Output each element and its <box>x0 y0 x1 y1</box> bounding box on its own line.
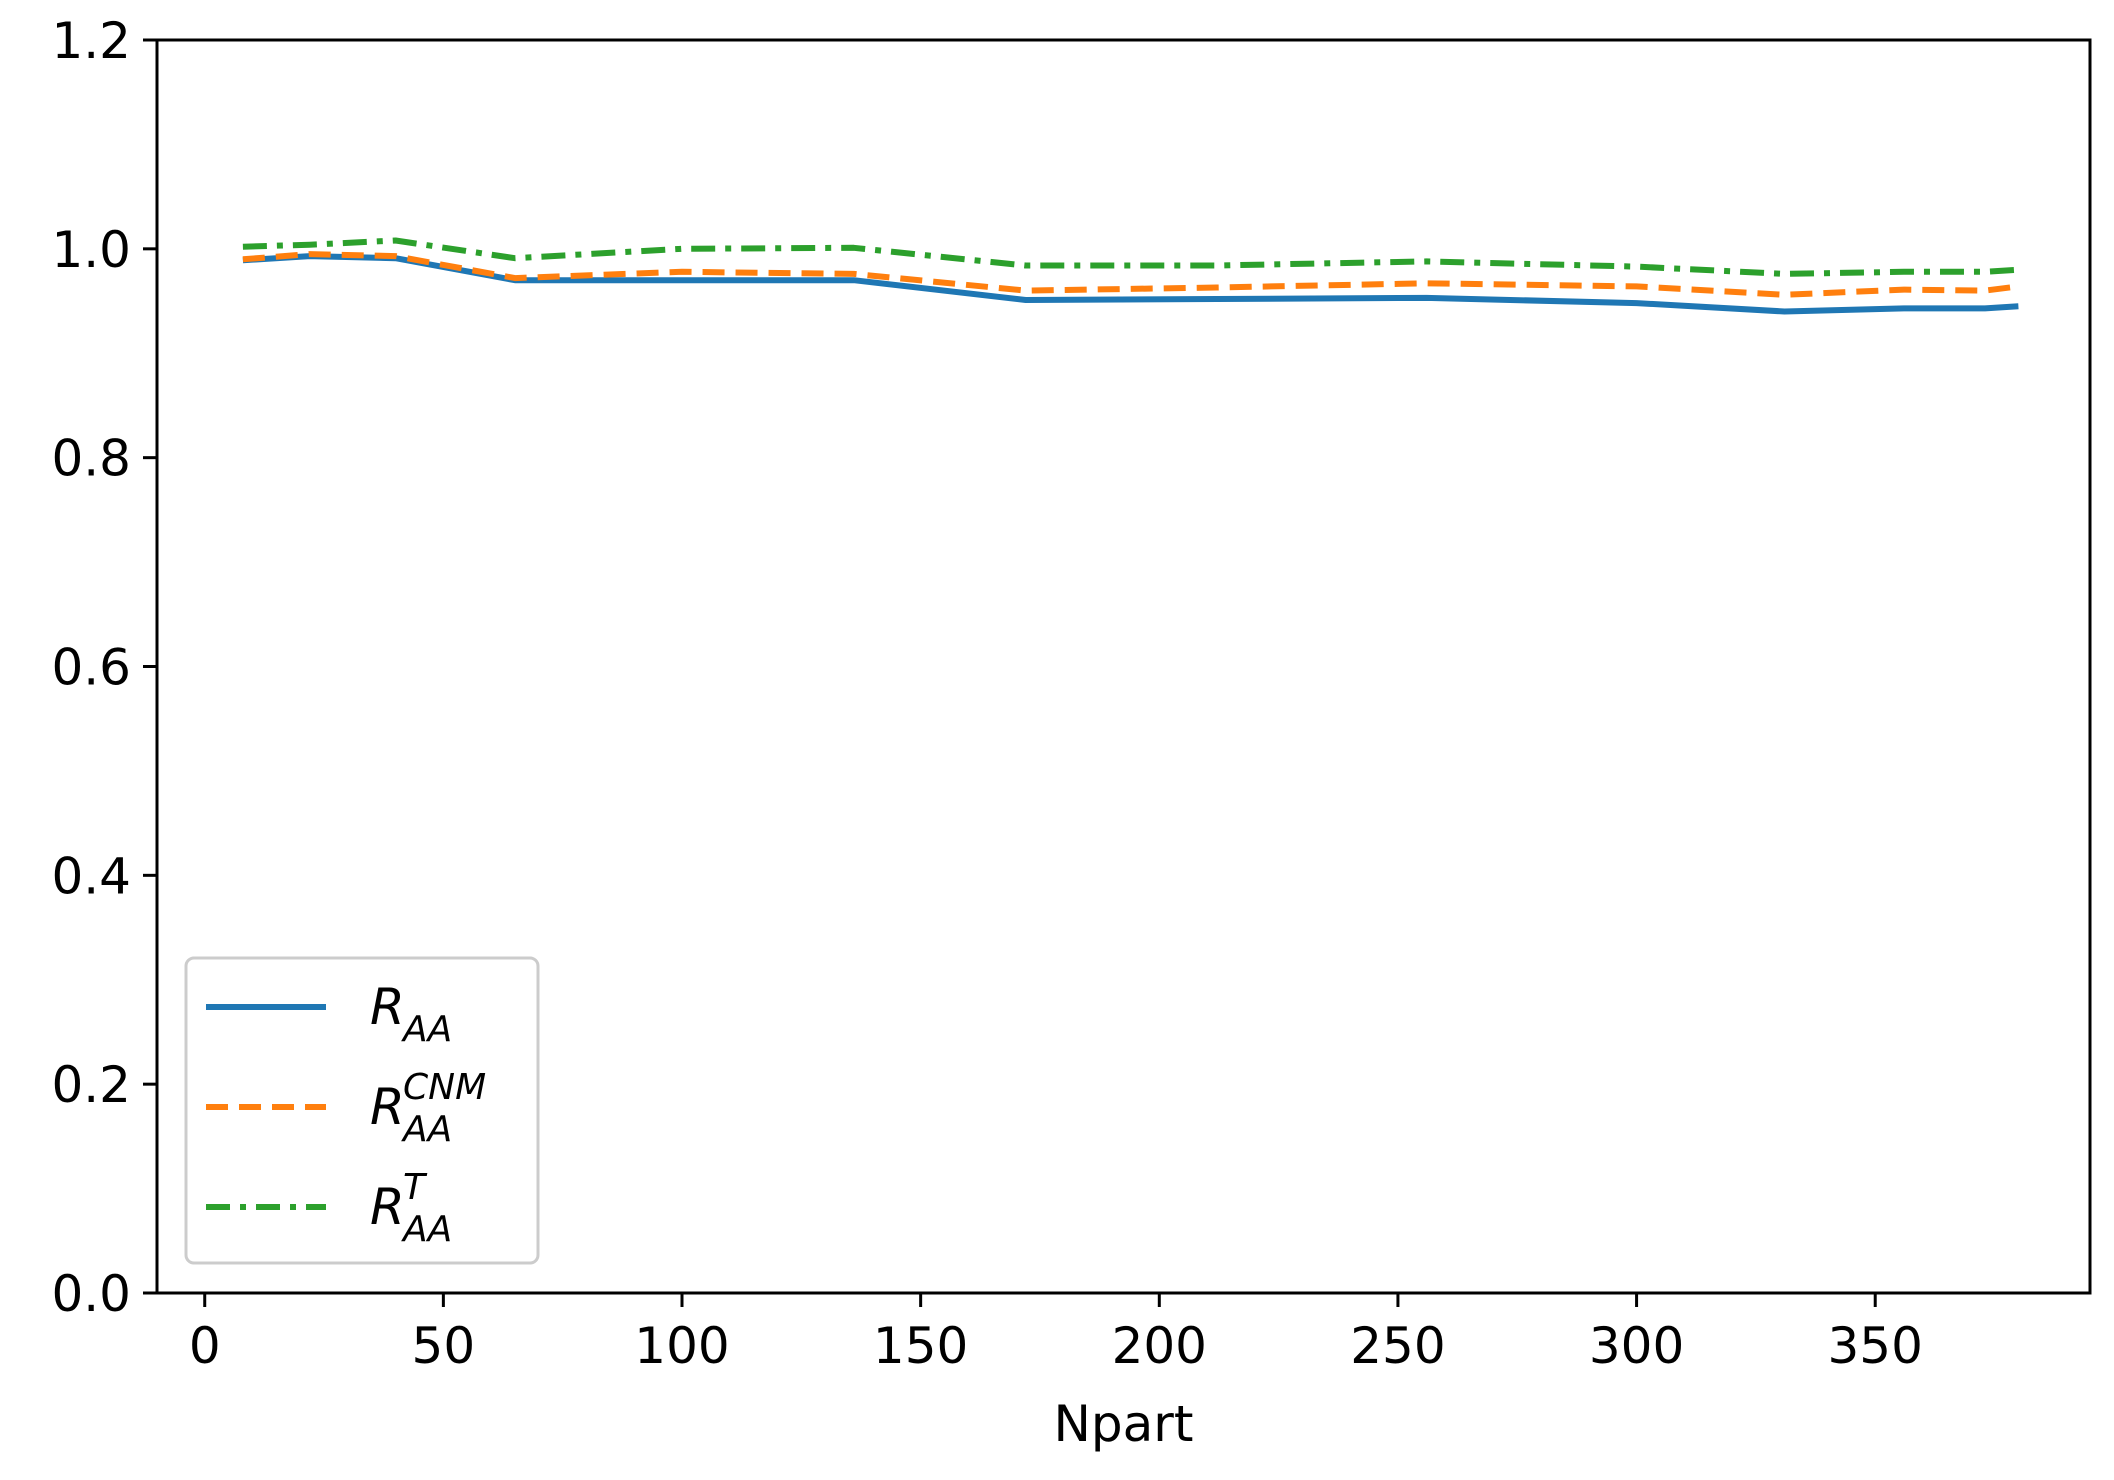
legend-superscript: CNM <box>403 1067 486 1108</box>
series-line-raa_t <box>242 237 2019 277</box>
x-tick-label: 200 <box>1112 1317 1207 1375</box>
y-tick-label: 0.2 <box>51 1056 131 1114</box>
legend-subscript: AA <box>401 1009 452 1050</box>
legend-entry-raa: RAA <box>370 978 452 1050</box>
axes: 0 50 100 150 200 250 300 350 0.0 0.2 0.4 0.6 0.8 1.0 1… <box>51 12 2092 1375</box>
x-tick-label: 300 <box>1589 1317 1684 1375</box>
series-line-raa <box>242 253 2019 315</box>
legend-subscript: AA <box>401 1209 452 1250</box>
x-tick-label: 0 <box>189 1317 221 1375</box>
y-tick-label: 0.4 <box>51 847 131 905</box>
series-layer <box>242 237 2019 315</box>
legend-symbol: R <box>370 978 405 1036</box>
x-tick-label: 150 <box>873 1317 968 1375</box>
x-tick-label: 50 <box>412 1317 476 1375</box>
y-tick-label: 0.6 <box>51 639 131 697</box>
series-line-raa_cnm <box>242 251 2019 298</box>
legend-symbol: R <box>370 1078 405 1136</box>
y-tick-label: 0.8 <box>51 430 131 488</box>
legend-subscript: AA <box>401 1109 452 1150</box>
legend-box <box>184 956 540 1265</box>
y-tick-label: 1.2 <box>51 12 131 70</box>
x-tick-label: 100 <box>634 1317 729 1375</box>
y-tick-label: 0.0 <box>51 1265 131 1323</box>
legend-superscript: T <box>403 1167 428 1208</box>
x-tick-label: 350 <box>1828 1317 1923 1375</box>
legend-symbol: R <box>370 1178 405 1236</box>
x-tick-label: 250 <box>1350 1317 1445 1375</box>
y-tick-label: 1.0 <box>51 221 131 279</box>
x-axis-label: Npart <box>1054 1395 1194 1453</box>
